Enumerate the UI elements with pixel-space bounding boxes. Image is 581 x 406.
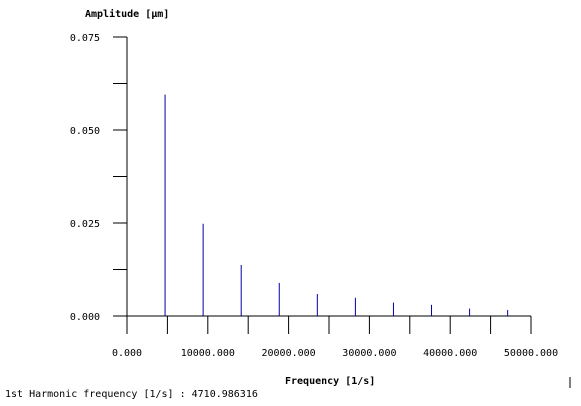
y-tick-label: 0.025 (70, 219, 100, 230)
x-axis-title: Frequency [1/s] (285, 376, 375, 387)
x-tick-label: 10000.000 (181, 348, 235, 359)
y-tick-label: 0.050 (70, 126, 100, 137)
harmonic-frequency-readout: 1st Harmonic frequency [1/s] : 4710.9863… (5, 389, 258, 400)
y-axis-title: Amplitude [µm] (85, 8, 169, 20)
y-tick-label: 0.000 (70, 312, 100, 323)
y-tick-label: 0.075 (70, 33, 100, 44)
chart-tick-labels: 0.000 0.025 0.050 0.075 0.000 10000.000 20000.… (70, 33, 558, 359)
x-tick-label: 30000.000 (342, 348, 396, 359)
x-tick-label: 40000.000 (423, 348, 477, 359)
x-tick-label: 50000.000 (504, 348, 558, 359)
chart-bars (164, 94, 509, 316)
x-tick-label: 20000.000 (262, 348, 316, 359)
x-tick-label: 0.000 (112, 348, 142, 359)
chart-axes (113, 36, 532, 334)
